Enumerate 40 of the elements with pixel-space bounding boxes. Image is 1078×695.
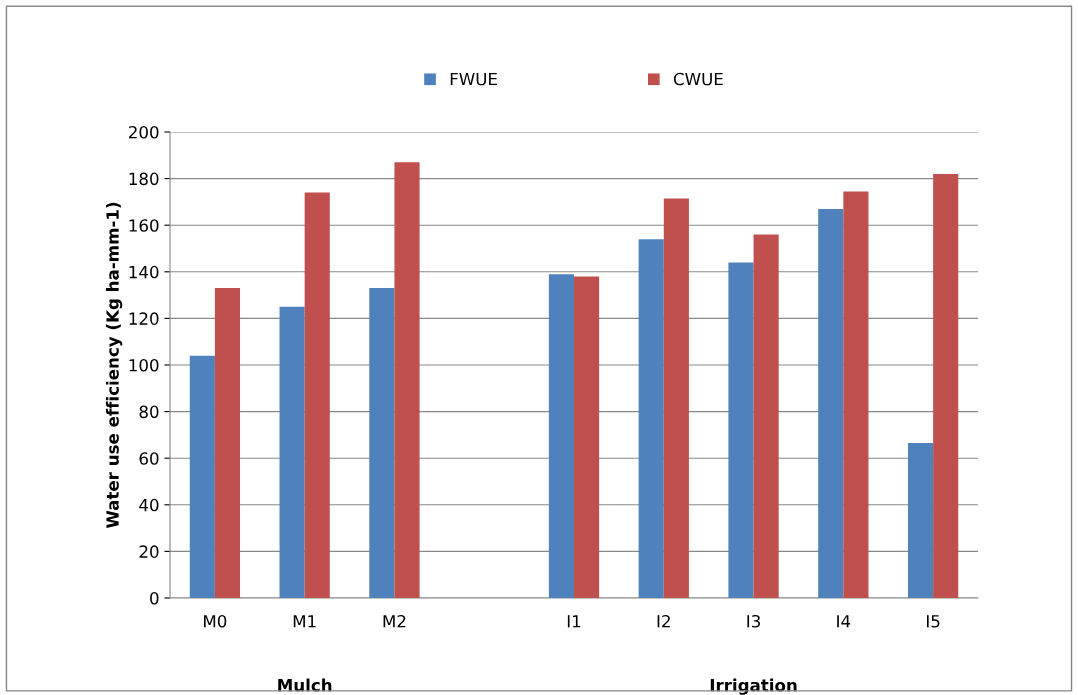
bar bbox=[548, 274, 574, 598]
y-tick-label: 0 bbox=[150, 591, 159, 605]
y-tick-label: 40 bbox=[139, 498, 159, 512]
y-tick-label: 160 bbox=[129, 219, 159, 232]
x-tick-label: I1 bbox=[567, 615, 581, 628]
bar bbox=[369, 288, 395, 598]
y-tick-label: 100 bbox=[129, 358, 159, 372]
bar bbox=[753, 234, 779, 598]
x-tick-label: I5 bbox=[926, 615, 940, 628]
x-tick-label: I4 bbox=[837, 615, 851, 628]
bar bbox=[818, 208, 844, 598]
bar bbox=[214, 288, 241, 598]
x-tick-label: I2 bbox=[657, 614, 670, 628]
bar bbox=[574, 276, 600, 598]
bar bbox=[933, 173, 959, 598]
y-tick-label: 180 bbox=[129, 172, 159, 186]
x-tick-label: M0 bbox=[204, 614, 227, 628]
bar bbox=[843, 191, 869, 598]
y-tick-label: 20 bbox=[139, 545, 159, 558]
text: Irrigation bbox=[710, 678, 797, 695]
y-tick-label: 140 bbox=[129, 265, 159, 279]
y-tick-label: 60 bbox=[139, 452, 159, 465]
bar bbox=[394, 162, 420, 598]
x-tick-label: I3 bbox=[747, 614, 760, 628]
bar bbox=[663, 198, 689, 598]
bar bbox=[907, 443, 934, 598]
x-tick-label: M2 bbox=[383, 614, 406, 628]
bar bbox=[279, 306, 305, 598]
x-tick-label: M1 bbox=[293, 615, 316, 628]
text: Mulch bbox=[278, 678, 332, 692]
bar bbox=[304, 192, 330, 598]
y-tick-label: 120 bbox=[129, 312, 159, 325]
y-axis-title: Water use efficiency (Kg ha-mm-1) bbox=[105, 202, 123, 529]
y-tick-label: 200 bbox=[128, 125, 159, 139]
bar bbox=[638, 239, 664, 598]
bar bbox=[189, 355, 215, 598]
bar bbox=[728, 262, 754, 598]
legend-label: FWUE bbox=[450, 72, 497, 86]
y-tick-label: 80 bbox=[139, 405, 159, 419]
legend-label: CWUE bbox=[673, 72, 723, 86]
